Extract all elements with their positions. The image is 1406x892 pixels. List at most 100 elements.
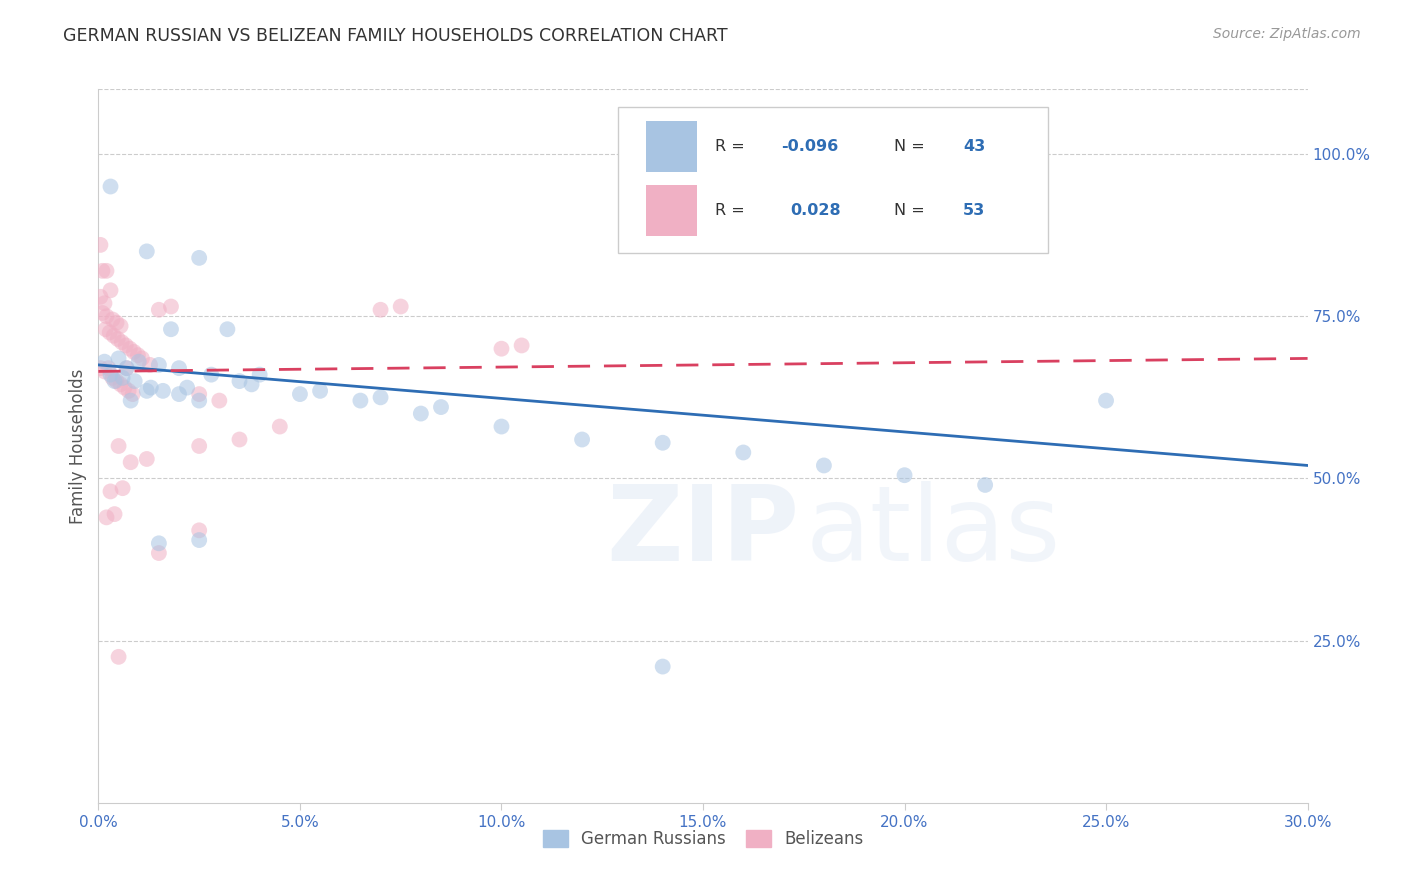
Point — [160, 300, 183, 314]
Point — [107, 439, 129, 453]
FancyBboxPatch shape — [647, 121, 697, 172]
Point — [89, 238, 111, 252]
Point — [115, 361, 138, 376]
Text: atlas: atlas — [806, 481, 1062, 582]
Point — [120, 455, 142, 469]
Point — [370, 302, 392, 317]
Point — [571, 433, 593, 447]
Text: 43: 43 — [963, 139, 986, 154]
Point — [110, 377, 132, 392]
Point — [491, 419, 513, 434]
Point — [188, 251, 211, 265]
Point — [491, 342, 513, 356]
Point — [121, 387, 143, 401]
Point — [98, 326, 121, 340]
Point — [430, 400, 453, 414]
Point — [105, 316, 128, 330]
Point — [111, 481, 134, 495]
Point — [188, 524, 211, 538]
Text: N =: N = — [894, 139, 929, 154]
Point — [96, 510, 118, 524]
Point — [89, 361, 111, 376]
Point — [100, 368, 122, 382]
Point — [370, 390, 392, 404]
Point — [974, 478, 997, 492]
Point — [228, 374, 250, 388]
Y-axis label: Family Households: Family Households — [69, 368, 87, 524]
Point — [91, 306, 114, 320]
Text: R =: R = — [716, 139, 749, 154]
Point — [93, 364, 115, 378]
Point — [115, 361, 138, 376]
Point — [135, 384, 157, 398]
Point — [135, 244, 157, 259]
Point — [105, 374, 128, 388]
Point — [94, 322, 117, 336]
Point — [148, 302, 170, 317]
Point — [733, 445, 755, 459]
Point — [100, 484, 122, 499]
Point — [160, 322, 183, 336]
Text: N =: N = — [894, 203, 929, 219]
Point — [89, 290, 111, 304]
Point — [148, 536, 170, 550]
Point — [124, 374, 146, 388]
Point — [127, 348, 149, 362]
Point — [93, 296, 115, 310]
Point — [107, 649, 129, 664]
Text: R =: R = — [716, 203, 755, 219]
Point — [309, 384, 332, 398]
Point — [139, 381, 162, 395]
Point — [651, 659, 673, 673]
Point — [349, 393, 371, 408]
Point — [122, 345, 145, 359]
Text: -0.096: -0.096 — [782, 139, 839, 154]
Point — [176, 381, 198, 395]
Point — [135, 452, 157, 467]
Point — [167, 387, 190, 401]
Point — [128, 354, 150, 368]
Point — [96, 264, 118, 278]
Point — [152, 384, 174, 398]
FancyBboxPatch shape — [619, 107, 1047, 253]
Point — [188, 393, 211, 408]
Point — [111, 371, 134, 385]
Point — [167, 361, 190, 376]
Text: GERMAN RUSSIAN VS BELIZEAN FAMILY HOUSEHOLDS CORRELATION CHART: GERMAN RUSSIAN VS BELIZEAN FAMILY HOUSEH… — [63, 27, 728, 45]
Point — [110, 318, 132, 333]
Point — [97, 361, 120, 376]
Point — [240, 377, 263, 392]
Point — [91, 264, 114, 278]
Point — [100, 283, 122, 297]
Point — [93, 354, 115, 368]
Point — [893, 468, 915, 483]
Point — [101, 312, 124, 326]
Point — [96, 310, 118, 324]
Point — [1095, 393, 1118, 408]
Point — [148, 546, 170, 560]
Point — [217, 322, 239, 336]
Point — [111, 335, 134, 350]
Point — [107, 332, 129, 346]
Point — [228, 433, 250, 447]
Point — [208, 393, 231, 408]
Point — [114, 338, 136, 352]
Point — [101, 371, 124, 385]
Text: 0.028: 0.028 — [790, 203, 841, 219]
Point — [389, 300, 412, 314]
Point — [103, 374, 125, 388]
Text: 53: 53 — [963, 203, 986, 219]
Point — [510, 338, 533, 352]
Point — [107, 351, 129, 366]
Point — [103, 507, 125, 521]
Point — [200, 368, 222, 382]
Point — [100, 179, 122, 194]
Point — [103, 328, 125, 343]
Text: Source: ZipAtlas.com: Source: ZipAtlas.com — [1213, 27, 1361, 41]
Point — [188, 533, 211, 547]
Point — [249, 368, 271, 382]
Point — [114, 381, 136, 395]
Text: ZIP: ZIP — [606, 481, 800, 582]
Point — [813, 458, 835, 473]
Point — [269, 419, 291, 434]
